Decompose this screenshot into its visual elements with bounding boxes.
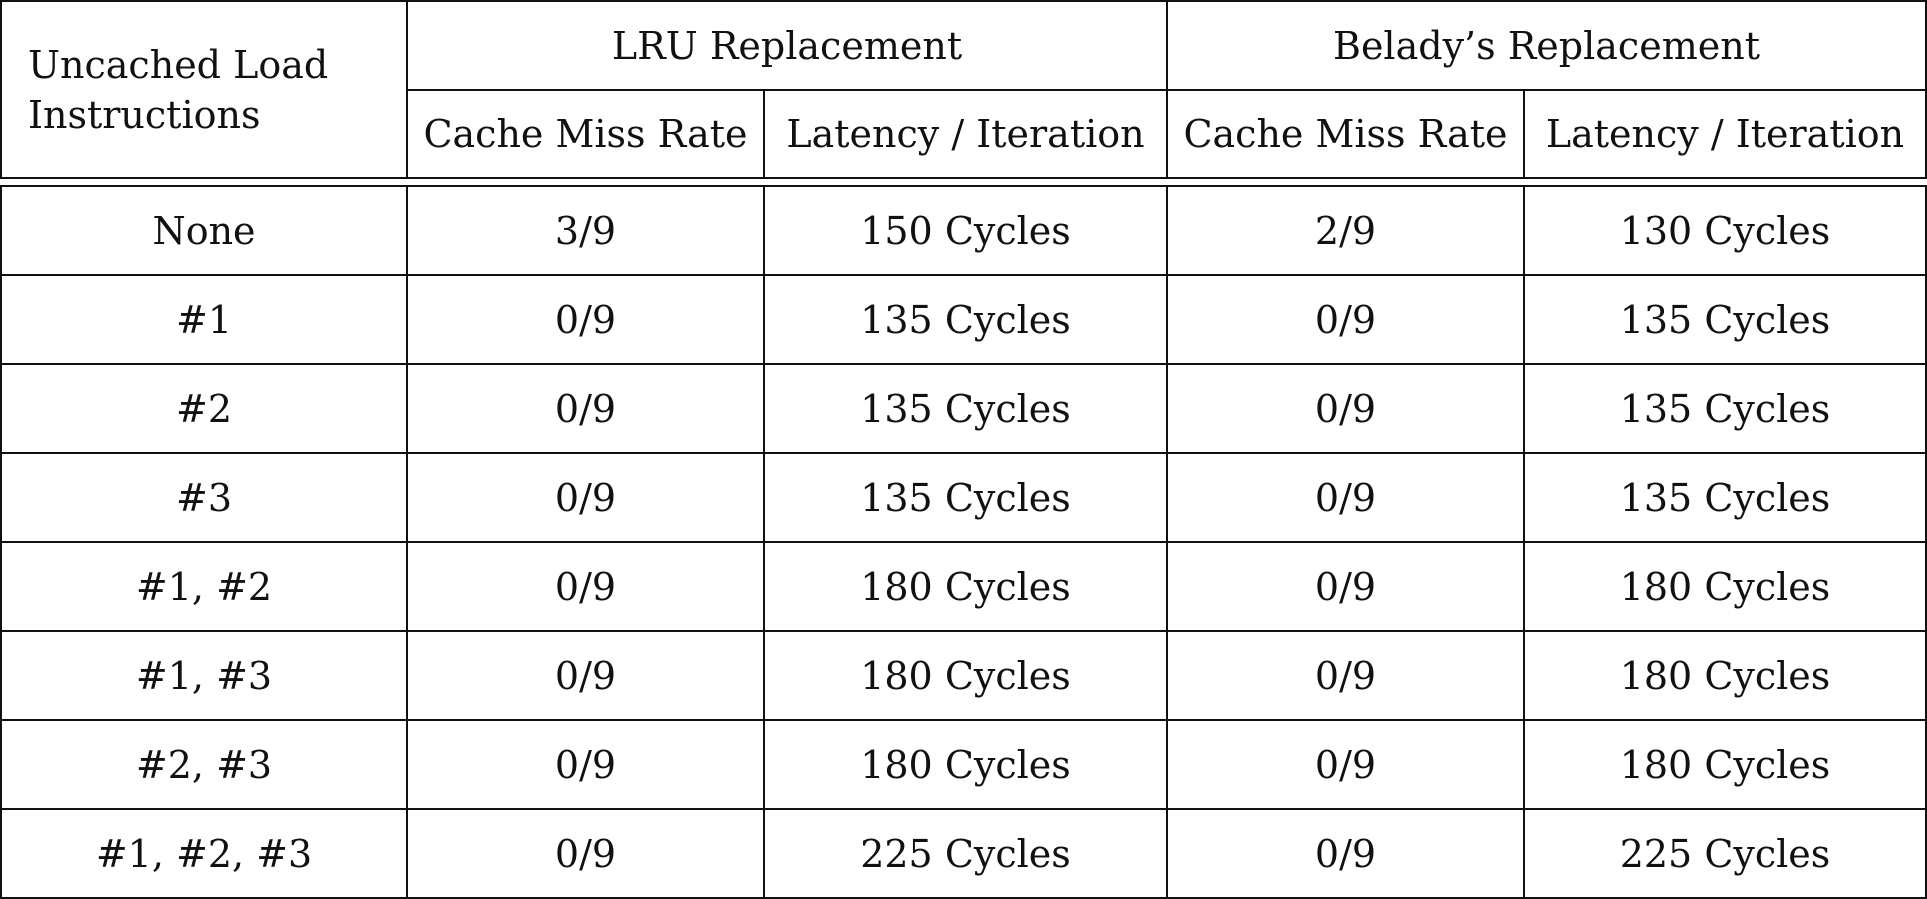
belady-latency: 180 Cycles [1523,719,1927,810]
table-row: #2, #3 0/9 180 Cycles 0/9 180 Cycles [0,719,1927,810]
belady-latency: 180 Cycles [1523,541,1927,632]
lru-latency: 135 Cycles [763,363,1168,454]
belady-latency-header: Latency / Iteration [1523,89,1927,179]
lru-miss-rate-header: Cache Miss Rate [406,89,765,179]
row-label: None [0,185,408,276]
lru-miss-rate: 0/9 [406,541,765,632]
lru-latency: 135 Cycles [763,274,1168,365]
row-label: #1, #3 [0,630,408,721]
lru-group-header: LRU Replacement [406,0,1168,91]
belady-miss-rate: 0/9 [1166,541,1525,632]
table-row: #1, #3 0/9 180 Cycles 0/9 180 Cycles [0,630,1927,721]
belady-latency: 130 Cycles [1523,185,1927,276]
belady-latency: 135 Cycles [1523,363,1927,454]
row-label-header: Uncached Load Instructions [0,0,408,179]
lru-latency: 180 Cycles [763,541,1168,632]
table-row: None 3/9 150 Cycles 2/9 130 Cycles [0,185,1927,276]
lru-latency-header: Latency / Iteration [763,89,1168,179]
row-label: #1, #2, #3 [0,808,408,899]
belady-miss-rate: 0/9 [1166,363,1525,454]
belady-miss-rate: 0/9 [1166,452,1525,543]
lru-miss-rate: 0/9 [406,719,765,810]
table-row: #1, #2, #3 0/9 225 Cycles 0/9 225 Cycles [0,808,1927,899]
belady-miss-rate: 0/9 [1166,274,1525,365]
row-label: #1, #2 [0,541,408,632]
table-row: #1, #2 0/9 180 Cycles 0/9 180 Cycles [0,541,1927,632]
lru-miss-rate: 3/9 [406,185,765,276]
belady-group-header: Belady’s Replacement [1166,0,1927,91]
belady-miss-rate-header: Cache Miss Rate [1166,89,1525,179]
row-label: #2 [0,363,408,454]
belady-miss-rate: 0/9 [1166,719,1525,810]
belady-miss-rate: 2/9 [1166,185,1525,276]
belady-latency: 225 Cycles [1523,808,1927,899]
table-row: #3 0/9 135 Cycles 0/9 135 Cycles [0,452,1927,543]
row-label: #1 [0,274,408,365]
row-label: #3 [0,452,408,543]
lru-miss-rate: 0/9 [406,363,765,454]
belady-miss-rate: 0/9 [1166,630,1525,721]
belady-latency: 135 Cycles [1523,274,1927,365]
lru-miss-rate: 0/9 [406,274,765,365]
table-row: #2 0/9 135 Cycles 0/9 135 Cycles [0,363,1927,454]
lru-latency: 150 Cycles [763,185,1168,276]
belady-latency: 180 Cycles [1523,630,1927,721]
lru-miss-rate: 0/9 [406,452,765,543]
lru-latency: 135 Cycles [763,452,1168,543]
belady-latency: 135 Cycles [1523,452,1927,543]
lru-latency: 180 Cycles [763,719,1168,810]
lru-miss-rate: 0/9 [406,630,765,721]
lru-miss-rate: 0/9 [406,808,765,899]
lru-latency: 180 Cycles [763,630,1168,721]
table-body: None 3/9 150 Cycles 2/9 130 Cycles #1 0/… [0,185,1927,899]
row-label: #2, #3 [0,719,408,810]
table-header: Uncached Load Instructions LRU Replaceme… [0,0,1927,179]
table-row: #1 0/9 135 Cycles 0/9 135 Cycles [0,274,1927,365]
lru-latency: 225 Cycles [763,808,1168,899]
belady-miss-rate: 0/9 [1166,808,1525,899]
